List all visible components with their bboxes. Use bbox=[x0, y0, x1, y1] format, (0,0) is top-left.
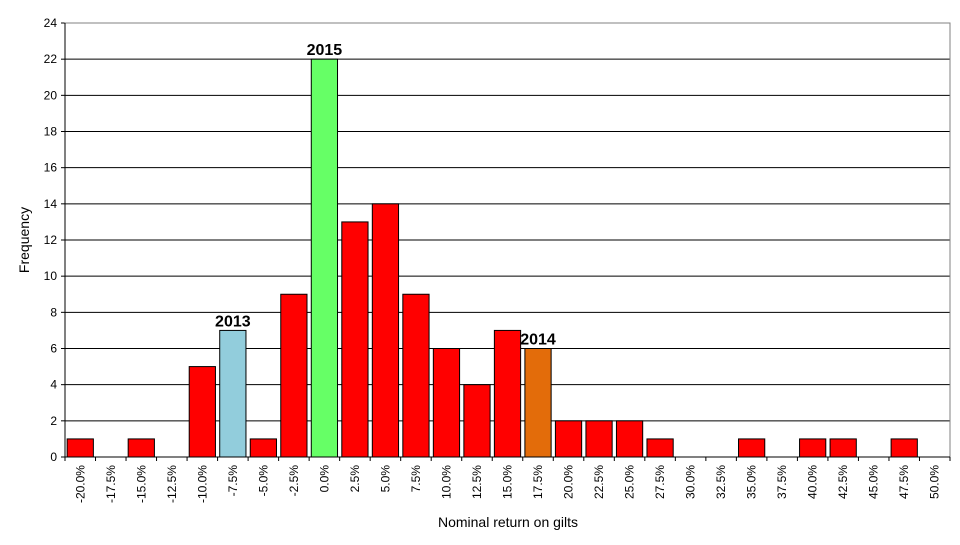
x-tick-label: 42.5% bbox=[836, 465, 850, 499]
bar-27.5% bbox=[646, 438, 674, 458]
bar-0.0% bbox=[310, 58, 339, 458]
x-tick-label: 45.0% bbox=[867, 465, 881, 499]
y-tick-label: 8 bbox=[50, 305, 57, 319]
x-tick-label: 20.0% bbox=[562, 465, 576, 499]
bar-2.5% bbox=[341, 221, 369, 458]
bar-35.0% bbox=[738, 438, 766, 458]
bar--10.0% bbox=[188, 366, 216, 458]
x-tick-label: 0.0% bbox=[317, 465, 331, 493]
annotation-2013: 2013 bbox=[215, 313, 251, 330]
bar-20.0% bbox=[554, 420, 583, 458]
y-tick-label: 6 bbox=[50, 342, 57, 356]
bar-12.5% bbox=[463, 384, 491, 458]
x-tick-label: 30.0% bbox=[684, 465, 698, 499]
bars bbox=[66, 58, 918, 458]
x-tick-label: 32.5% bbox=[714, 465, 728, 499]
x-tick-label: -5.0% bbox=[256, 465, 270, 497]
y-tick-label: 16 bbox=[44, 161, 58, 175]
x-tick-label: 2.5% bbox=[348, 465, 362, 493]
y-tick-label: 14 bbox=[44, 197, 58, 211]
x-tick-label: 50.0% bbox=[928, 465, 942, 499]
y-tick-label: 12 bbox=[44, 233, 58, 247]
annotations: 2013 2015 2014 bbox=[215, 42, 556, 348]
x-tick-label: 10.0% bbox=[439, 465, 453, 499]
bar-17.5% bbox=[524, 348, 552, 458]
annotation-2015: 2015 bbox=[307, 42, 343, 59]
x-tick-label: 37.5% bbox=[775, 465, 789, 499]
bar--7.5% bbox=[219, 329, 247, 458]
bar-47.5% bbox=[890, 438, 918, 458]
y-axis-title: Frequency bbox=[16, 207, 32, 273]
bar--15.0% bbox=[127, 438, 155, 458]
y-tick-label: 4 bbox=[50, 378, 57, 392]
x-tick-label: -10.0% bbox=[195, 465, 209, 503]
x-tick-label: -2.5% bbox=[287, 465, 301, 497]
x-tick-label: 7.5% bbox=[409, 465, 423, 493]
x-tick-label: 27.5% bbox=[653, 465, 667, 499]
y-tick-label: 10 bbox=[44, 269, 58, 283]
x-tick-label: -20.0% bbox=[73, 465, 87, 503]
y-tick-label: 24 bbox=[44, 16, 58, 30]
x-tick-label: 47.5% bbox=[897, 465, 911, 499]
x-tick-label: 12.5% bbox=[470, 465, 484, 499]
bar-7.5% bbox=[402, 293, 430, 458]
x-tick-label: -15.0% bbox=[134, 465, 148, 503]
annotation-2014: 2014 bbox=[520, 332, 556, 349]
x-tick-label: -12.5% bbox=[165, 465, 179, 503]
bar-15.0% bbox=[493, 329, 522, 458]
y-tick-label: 20 bbox=[44, 88, 58, 102]
y-tick-label: 18 bbox=[44, 125, 58, 139]
bar--5.0% bbox=[249, 438, 277, 458]
bar-22.5% bbox=[585, 420, 613, 458]
bar-25.0% bbox=[615, 420, 644, 458]
x-tick-label: 25.0% bbox=[623, 465, 637, 499]
bar-40.0% bbox=[799, 438, 827, 458]
y-tick-label: 0 bbox=[50, 450, 57, 464]
x-tick-label: -7.5% bbox=[226, 465, 240, 497]
bar-5.0% bbox=[371, 203, 400, 458]
bar--2.5% bbox=[280, 293, 308, 458]
x-tick-label: 22.5% bbox=[592, 465, 606, 499]
bar--20.0% bbox=[66, 438, 94, 458]
bar-42.5% bbox=[829, 438, 857, 458]
x-tick-label: 35.0% bbox=[745, 465, 759, 499]
bar-10.0% bbox=[432, 348, 461, 458]
x-tick-label: 5.0% bbox=[378, 465, 392, 493]
x-tick-label: -17.5% bbox=[104, 465, 118, 503]
x-tick-label: 15.0% bbox=[501, 465, 515, 499]
x-axis-title: Nominal return on gilts bbox=[438, 514, 578, 530]
x-tick-label: 17.5% bbox=[531, 465, 545, 499]
y-tick-label: 22 bbox=[44, 52, 58, 66]
y-tick-label: 2 bbox=[50, 414, 57, 428]
axes bbox=[61, 22, 951, 461]
x-tick-labels: -20.0% -17.5% -15.0% -12.5% -10.0% -7.5% -5.0%… bbox=[73, 465, 941, 503]
x-tick-label: 40.0% bbox=[806, 465, 820, 499]
